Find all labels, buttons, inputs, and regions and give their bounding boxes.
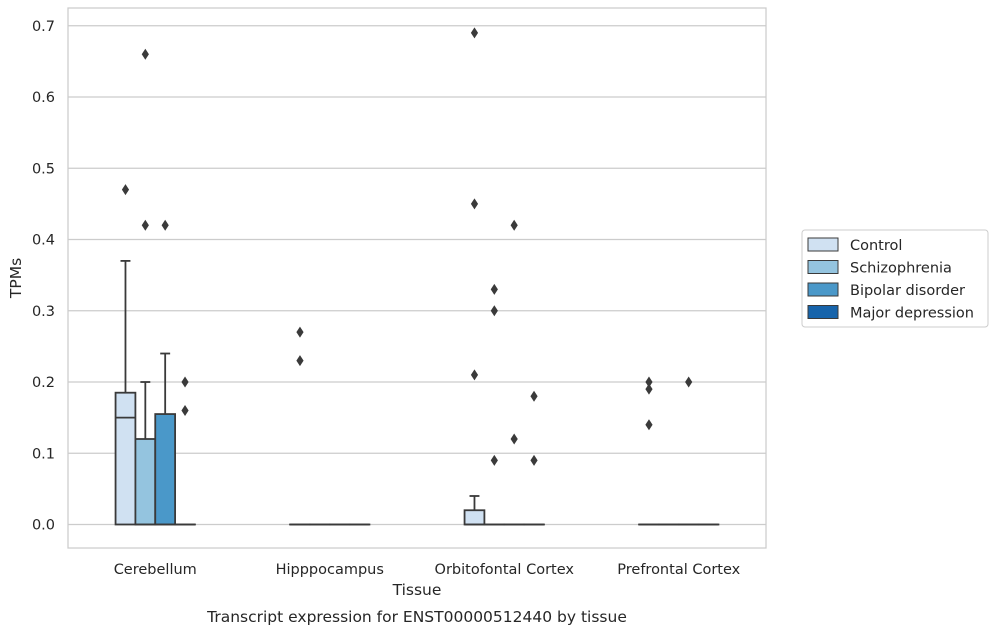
legend-swatch [807,237,839,252]
legend-swatch [807,282,839,297]
box-rect [463,509,486,526]
box-rect [154,413,176,526]
y-tick-label: 0.7 [32,19,55,35]
legend-label: Control [850,238,902,254]
boxes [114,27,720,526]
box-control [638,376,660,526]
outlier-marker [161,219,169,231]
box-rect [134,438,157,526]
legend-label: Schizophrenia [850,261,952,277]
x-axis-ticks: Cerebellum Hipppocampus Orbitofontal Corte… [114,562,741,578]
outlier-marker [490,305,498,317]
outlier-marker [296,355,304,367]
outlier-marker [470,198,479,210]
outlier-marker [490,283,498,295]
outlier-marker [490,454,498,466]
outlier-marker [510,219,518,231]
legend: Control Schizophrenia Bipolar disorder Majo… [801,229,989,328]
outlier-marker [530,390,538,402]
legend-swatch [807,305,839,319]
x-tick-label: Cerebellum [114,562,197,578]
x-tick-label: Orbitofontal Cortex [435,562,575,578]
y-axis-title: TPMs [7,258,25,299]
box-control [463,27,486,526]
outlier-marker [685,376,693,388]
outlier-marker [530,454,538,466]
outlier-marker [181,405,189,417]
outlier-marker [141,48,149,60]
outlier-marker [645,376,653,388]
x-tick-label: Hipppocampus [276,562,384,578]
box-rect [114,391,137,526]
x-tick-label: Prefrontal Cortex [617,562,740,578]
y-tick-label: 0.0 [32,517,55,533]
plot-area-frame [67,7,767,549]
outlier-marker [510,433,518,445]
outlier-marker [181,376,189,388]
y-tick-label: 0.1 [32,446,55,462]
legend-frame [801,229,989,328]
box-major-depression [174,376,196,526]
legend-label: Bipolar disorder [850,283,965,299]
y-axis-ticks: 0.0 0.1 0.2 0.3 0.4 0.5 0.6 0.7 [32,19,55,534]
y-tick-label: 0.6 [32,90,55,106]
box-bipolar-disorder [154,219,176,526]
chart-caption: Transcript expression for ENST0000051244… [206,608,627,626]
outlier-marker [141,219,149,231]
y-tick-label: 0.2 [32,375,55,391]
outlier-marker [645,419,653,431]
box-major-depression [523,390,545,526]
x-axis-title: Tissue [392,581,442,599]
y-tick-label: 0.3 [32,304,55,320]
outlier-marker [645,383,653,395]
legend-label: Major depression [850,306,974,322]
outlier-marker [121,184,130,196]
outlier-marker [470,369,479,381]
outlier-marker [296,326,304,338]
y-tick-label: 0.5 [32,161,55,177]
y-tick-label: 0.4 [32,233,55,249]
box-schizophrenia [134,48,157,526]
outlier-marker [470,27,479,39]
legend-swatch [807,260,839,274]
